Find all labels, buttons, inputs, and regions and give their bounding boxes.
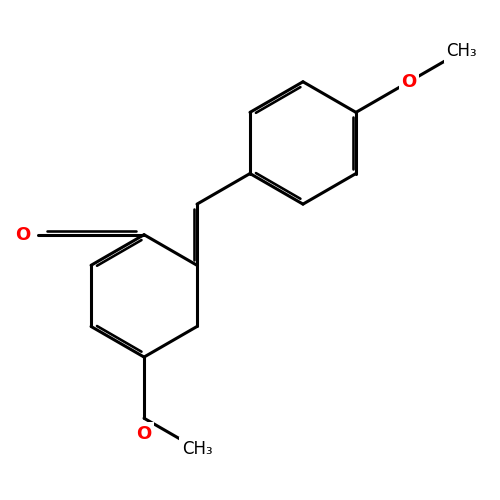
Text: CH₃: CH₃ [182, 440, 212, 458]
Text: CH₃: CH₃ [446, 42, 477, 60]
Text: O: O [15, 226, 30, 244]
Text: O: O [136, 424, 152, 442]
Text: O: O [402, 73, 416, 91]
